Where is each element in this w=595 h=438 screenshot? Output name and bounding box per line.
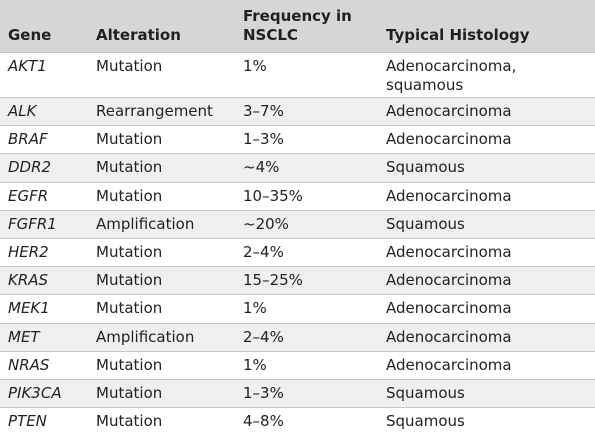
histology-line2: squamous — [386, 76, 464, 94]
histology-cell: Adenocarcinoma — [386, 299, 512, 318]
gene-cell: KRAS — [8, 271, 49, 290]
frequency-cell: 2–4% — [243, 242, 284, 261]
gene-cell: EGFR — [8, 186, 49, 205]
alteration-cell: Mutation — [96, 383, 163, 402]
gene-cell: FGFR1 — [8, 214, 57, 233]
histology-cell: Adenocarcinoma — [386, 242, 512, 261]
alteration-cell: Mutation — [96, 158, 163, 177]
gene-cell: NRAS — [8, 355, 50, 374]
frequency-cell: 4–8% — [243, 412, 284, 431]
frequency-cell: 1% — [243, 355, 267, 374]
histology-cell: Squamous — [386, 412, 465, 431]
histology-cell: Adenocarcinoma — [386, 186, 512, 205]
histology-cell: Adenocarcinoma — [386, 355, 512, 374]
alteration-cell: Mutation — [96, 242, 163, 261]
gene-cell: PTEN — [8, 412, 47, 431]
gene-cell: HER2 — [8, 242, 49, 261]
alteration-cell: Mutation — [96, 57, 163, 75]
table-row: ALK Rearrangement 3–7% Adenocarcinoma — [0, 97, 595, 126]
histology-cell: Squamous — [386, 214, 465, 233]
frequency-cell: 1% — [243, 57, 267, 75]
alteration-cell: Mutation — [96, 412, 163, 431]
gene-cell: AKT1 — [8, 57, 47, 75]
gene-cell: BRAF — [8, 130, 48, 149]
table-row: DDR2 Mutation ~4% Squamous — [0, 153, 595, 182]
histology-cell: Adenocarcinoma — [386, 327, 512, 346]
alteration-cell: Mutation — [96, 130, 163, 149]
frequency-cell: ~4% — [243, 158, 280, 177]
table-row: FGFR1 Amplification ~20% Squamous — [0, 209, 595, 238]
alteration-cell: Mutation — [96, 355, 163, 374]
gene-cell: MEK1 — [8, 299, 50, 318]
gene-cell: ALK — [8, 102, 37, 120]
header-frequency-line2: NSCLC — [243, 26, 298, 44]
alteration-cell: Mutation — [96, 299, 163, 318]
alteration-cell: Mutation — [96, 271, 163, 290]
histology-cell: Adenocarcinoma, squamous — [386, 57, 591, 95]
header-frequency-line1: Frequency in — [243, 7, 352, 25]
table-row: PTEN Mutation 4–8% Squamous — [0, 407, 595, 435]
frequency-cell: 2–4% — [243, 327, 284, 346]
gene-cell: DDR2 — [8, 158, 52, 177]
frequency-cell: 1–3% — [243, 383, 284, 402]
histology-line1: Adenocarcinoma, — [386, 57, 517, 75]
histology-cell: Squamous — [386, 383, 465, 402]
table-row: MEK1 Mutation 1% Adenocarcinoma — [0, 294, 595, 322]
frequency-cell: 1% — [243, 299, 267, 318]
frequency-cell: 1–3% — [243, 130, 284, 149]
histology-cell: Adenocarcinoma — [386, 102, 512, 120]
table-row: BRAF Mutation 1–3% Adenocarcinoma — [0, 125, 595, 153]
alteration-cell: Amplification — [96, 214, 195, 233]
table-row: KRAS Mutation 15–25% Adenocarcinoma — [0, 266, 595, 295]
gene-cell: PIK3CA — [8, 383, 62, 402]
table-body: AKT1 Mutation 1% Adenocarcinoma, squamou… — [0, 52, 595, 435]
header-gene: Gene — [8, 26, 52, 44]
table-row: NRAS Mutation 1% Adenocarcinoma — [0, 350, 595, 379]
table-row: PIK3CA Mutation 1–3% Squamous — [0, 378, 595, 408]
frequency-cell: ~20% — [243, 214, 289, 233]
alteration-cell: Mutation — [96, 186, 163, 205]
header-frequency: Frequency in NSCLC — [243, 7, 352, 45]
header-alteration: Alteration — [96, 26, 181, 44]
frequency-cell: 15–25% — [243, 271, 303, 290]
gene-cell: MET — [8, 327, 40, 346]
table-row: HER2 Mutation 2–4% Adenocarcinoma — [0, 237, 595, 266]
alteration-cell: Rearrangement — [96, 102, 213, 120]
table-row: AKT1 Mutation 1% Adenocarcinoma, squamou… — [0, 52, 595, 97]
histology-cell: Adenocarcinoma — [386, 130, 512, 149]
frequency-cell: 10–35% — [243, 186, 303, 205]
table-row: EGFR Mutation 10–35% Adenocarcinoma — [0, 181, 595, 210]
histology-cell: Squamous — [386, 158, 465, 177]
histology-cell: Adenocarcinoma — [386, 271, 512, 290]
table-header: Gene Alteration Frequency in NSCLC Typic… — [0, 0, 595, 52]
header-histology: Typical Histology — [386, 26, 530, 44]
alteration-cell: Amplification — [96, 327, 195, 346]
table-row: MET Amplification 2–4% Adenocarcinoma — [0, 322, 595, 351]
frequency-cell: 3–7% — [243, 102, 284, 120]
